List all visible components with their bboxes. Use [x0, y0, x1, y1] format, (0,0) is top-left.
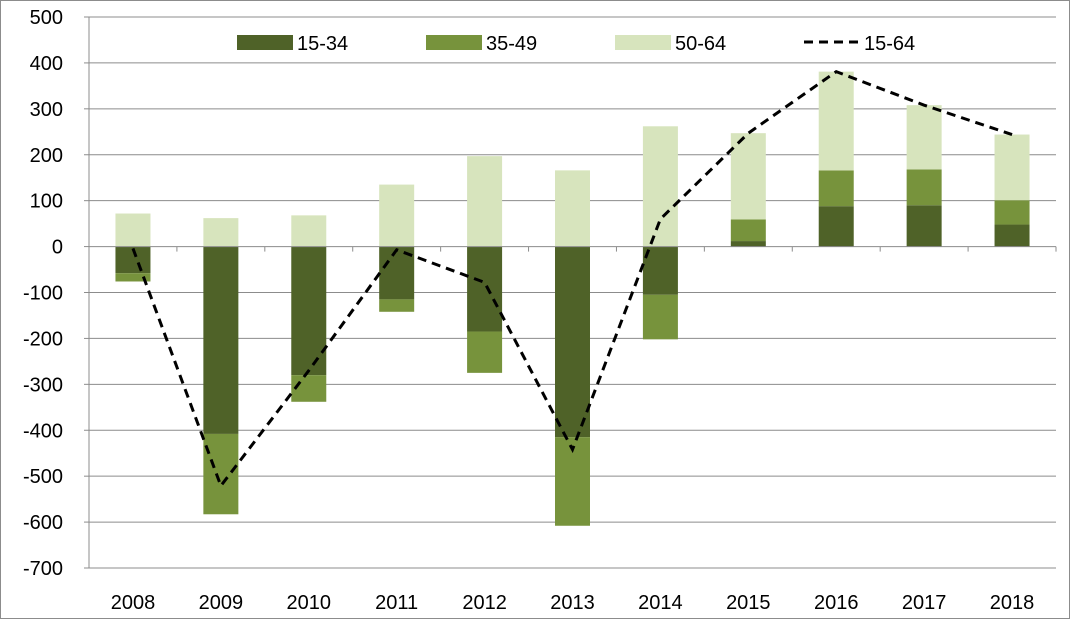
bar-50-64-2009: [203, 218, 239, 247]
legend-label-15-64: 15-64: [864, 33, 915, 55]
x-tick-label: 2010: [287, 592, 332, 614]
x-tick-label: 2012: [462, 592, 507, 614]
bar-50-64-2015: [730, 133, 766, 220]
y-tick-label: -300: [23, 374, 63, 396]
y-tick-label: 200: [30, 145, 63, 167]
bar-50-64-2013: [555, 170, 590, 247]
bar-35-49-2011: [379, 299, 415, 312]
bar-15-34-2015: [730, 241, 766, 247]
bar-35-49-2018: [994, 200, 1030, 225]
legend-swatch-50-64: [615, 35, 671, 50]
x-tick-label: 2016: [814, 592, 859, 614]
bar-15-34-2017: [906, 205, 942, 247]
x-tick-label: 2008: [111, 592, 156, 614]
y-tick-label: -400: [23, 420, 63, 442]
y-tick-label: -700: [23, 558, 63, 580]
bars: [115, 71, 1030, 526]
bar-50-64-2012: [467, 156, 503, 247]
y-tick-label: -200: [23, 328, 63, 350]
y-tick-label: 300: [30, 99, 63, 121]
bar-15-34-2009: [203, 246, 239, 434]
y-tick-label: -600: [23, 512, 63, 534]
bar-15-34-2016: [818, 206, 854, 247]
bar-35-49-2008: [115, 273, 151, 282]
legend-label-35-49: 35-49: [486, 33, 537, 55]
y-tick-label: 500: [30, 7, 63, 29]
bar-15-34-2010: [291, 246, 327, 376]
axes: 500 400 300 200 100 0 -100 -200 -300 -400 -500 -600…: [23, 7, 1057, 614]
bar-50-64-2014: [642, 126, 678, 247]
bar-35-49-2017: [906, 169, 942, 206]
bar-50-64-2010: [291, 215, 327, 247]
line-series: [131, 69, 1013, 489]
bar-50-64-2011: [379, 184, 415, 247]
legend-swatch-35-49: [426, 35, 482, 50]
y-tick-label: 0: [52, 237, 63, 259]
y-tick-label: -500: [23, 466, 63, 488]
legend: 15-34 35-49 50-64 15-64: [237, 33, 915, 55]
x-tick-label: 2011: [375, 592, 418, 614]
x-tick-label: 2009: [199, 592, 244, 614]
x-tick-label: 2018: [990, 592, 1035, 614]
x-tick-label: 2014: [638, 592, 683, 614]
bar-35-49-2016: [818, 170, 854, 207]
bar-50-64-2008: [115, 213, 151, 247]
x-tick-label: 2013: [550, 592, 595, 614]
bar-35-49-2009: [203, 433, 239, 515]
bar-35-49-2010: [291, 375, 327, 402]
legend-label-50-64: 50-64: [675, 33, 726, 55]
bar-15-34-2014: [642, 246, 678, 295]
bar-15-34-2013: [555, 246, 590, 438]
x-tick-label: 2015: [726, 592, 771, 614]
line-15-64: [131, 69, 1013, 489]
bar-35-49-2015: [730, 219, 766, 242]
bar-15-34-2018: [994, 224, 1030, 247]
bar-50-64-2016: [818, 71, 854, 171]
bar-35-49-2014: [642, 294, 678, 340]
x-tick-label: 2017: [902, 592, 947, 614]
bar-50-64-2017: [906, 105, 942, 170]
bar-35-49-2012: [467, 331, 503, 373]
legend-swatch-15-34: [237, 35, 293, 50]
y-tick-label: 400: [30, 53, 63, 75]
bar-15-34-2012: [467, 246, 503, 332]
y-tick-label: -100: [23, 283, 63, 305]
bar-50-64-2018: [994, 134, 1030, 201]
legend-label-15-34: 15-34: [297, 33, 348, 55]
y-tick-label: 100: [30, 191, 63, 213]
